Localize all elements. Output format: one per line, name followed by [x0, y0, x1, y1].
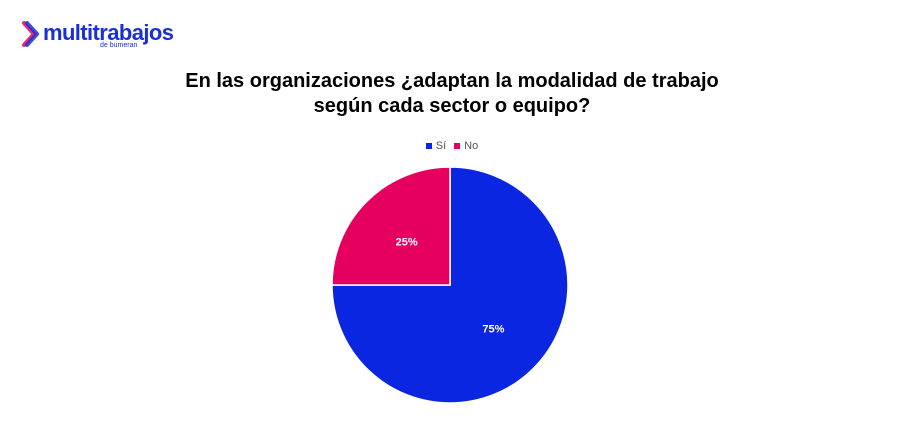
legend-item-si: Sí — [425, 140, 447, 152]
legend-label-si: Sí — [435, 140, 447, 152]
chart-legend: Sí No — [0, 140, 904, 152]
data-label-no: 25% — [396, 237, 418, 249]
legend-swatch-si — [425, 143, 432, 149]
legend-label-no: No — [464, 140, 479, 152]
brand-name: multitrabajos — [43, 20, 174, 45]
legend-swatch-no — [454, 143, 461, 149]
chart-title-line-2: según cada sector o equipo? — [313, 95, 591, 117]
legend-item-no: No — [454, 140, 478, 152]
pie-slice-no — [331, 166, 451, 286]
brand-logo: multitrabajos de bumeran — [20, 18, 180, 52]
chart-title-line-1: En las organizaciones ¿adaptan la modali… — [185, 70, 719, 92]
data-label-si: 75% — [482, 323, 504, 335]
brand-tagline: de bumeran — [100, 42, 138, 49]
pie-slice-si — [331, 166, 569, 404]
chevron-logo-icon — [22, 21, 39, 47]
